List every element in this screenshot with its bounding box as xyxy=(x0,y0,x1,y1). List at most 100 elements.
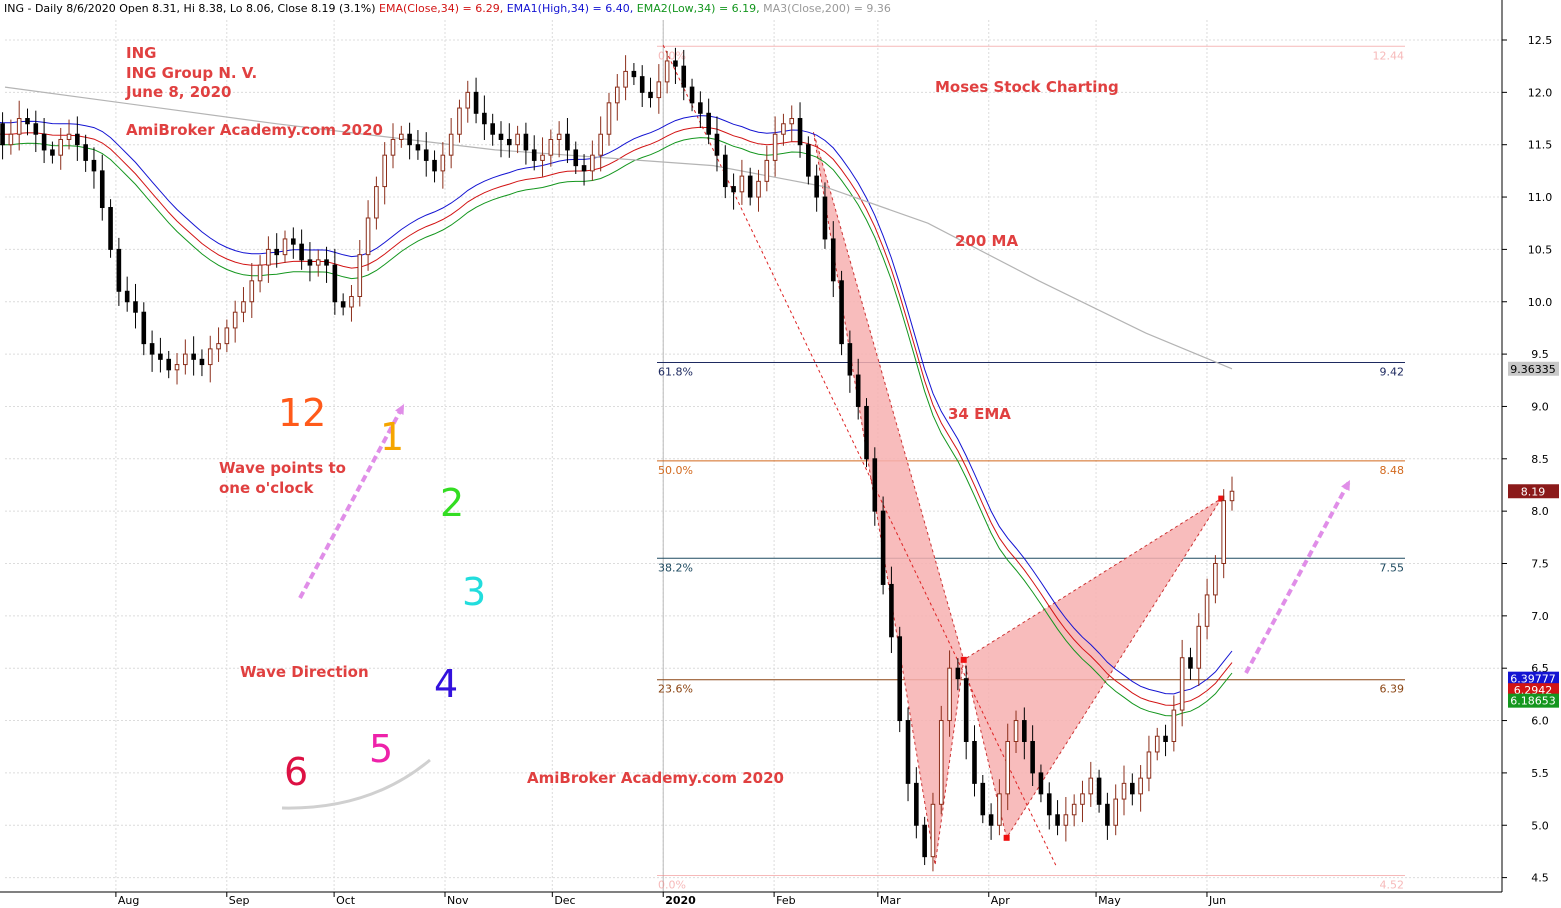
pattern-point-marker xyxy=(960,656,967,663)
candle-body xyxy=(606,102,612,135)
pattern-point-marker xyxy=(1003,834,1010,841)
candle-body xyxy=(897,636,903,722)
fib-label: 38.2% xyxy=(658,561,693,574)
candle-body xyxy=(598,133,603,156)
fib-label: 0.0% xyxy=(658,49,686,62)
candle-body xyxy=(639,76,645,93)
ticker-label: ING xyxy=(126,44,156,62)
candle-body xyxy=(1096,777,1102,805)
y-tick-label: 7.0 xyxy=(1531,610,1549,623)
price-tag-box xyxy=(1508,693,1559,708)
candle-body xyxy=(1154,735,1160,753)
price-tag-box xyxy=(1508,484,1559,499)
candle-body xyxy=(938,720,944,805)
y-tick-label: 4.5 xyxy=(1531,872,1549,885)
candle-body xyxy=(1063,814,1069,826)
y-tick-label: 11.0 xyxy=(1528,191,1553,204)
candle-body xyxy=(1013,720,1019,742)
x-tick-label: 2020 xyxy=(665,894,696,907)
candle-body xyxy=(648,91,653,99)
fib-label: 23.6% xyxy=(658,683,693,696)
y-tick-label: 12.5 xyxy=(1528,34,1553,47)
candle-body xyxy=(889,583,894,638)
header-line: ING - Daily 8/6/2020 Open 8.31, Hi 8.38,… xyxy=(4,2,891,15)
wave-direction-label: Wave Direction xyxy=(240,663,369,681)
price-tag-label: 6.18653 xyxy=(1510,695,1556,708)
wave-points-line2: one o'clock xyxy=(219,479,315,497)
candle-body xyxy=(141,311,147,345)
candle-body xyxy=(324,259,329,266)
y-tick-label: 9.0 xyxy=(1531,400,1549,413)
candle-body xyxy=(249,280,255,303)
candle-body xyxy=(33,123,39,135)
candle-body xyxy=(174,364,180,371)
candle-body xyxy=(1221,500,1226,564)
candle-body xyxy=(614,86,620,104)
clock-number-12: 12 xyxy=(278,391,326,435)
candle-body xyxy=(1088,777,1094,795)
candle-body xyxy=(722,154,728,188)
candle-body xyxy=(963,678,969,742)
x-tick-label: May xyxy=(1098,894,1121,907)
projection-arrow-head xyxy=(1341,480,1350,491)
candle-body xyxy=(556,133,562,140)
candle-body xyxy=(440,154,446,172)
wave-arrows xyxy=(298,403,1352,674)
fib-value: 12.44 xyxy=(1373,49,1405,62)
candle-body xyxy=(207,348,213,366)
candle-body xyxy=(747,175,753,198)
fib-value: 4.52 xyxy=(1380,879,1405,892)
candle-body xyxy=(498,133,504,140)
candle-body xyxy=(224,327,230,345)
candle-body xyxy=(457,107,462,135)
candle-body xyxy=(1188,657,1193,669)
candle-body xyxy=(232,311,238,329)
x-tick-label: Aug xyxy=(118,894,139,907)
candle-body xyxy=(0,123,5,146)
candle-body xyxy=(673,60,678,67)
candle-body xyxy=(789,118,795,125)
candle-body xyxy=(855,374,861,407)
candle-body xyxy=(158,353,163,360)
candle-body xyxy=(299,243,304,261)
trend-dashed-line xyxy=(662,45,1058,868)
candle-body xyxy=(241,301,246,313)
candle-body xyxy=(91,159,97,172)
y-tick-label: 5.0 xyxy=(1531,819,1549,832)
candle-body xyxy=(382,154,387,188)
candle-body xyxy=(58,138,64,156)
harmonic-pattern xyxy=(662,45,1225,868)
candle-body xyxy=(66,133,72,140)
ema34-label: 34 EMA xyxy=(948,405,1011,423)
date-label: June 8, 2020 xyxy=(125,83,231,101)
candle-body xyxy=(664,60,670,83)
x-tick-label: Nov xyxy=(447,894,469,907)
price-tag-box xyxy=(1508,671,1559,686)
candle-body xyxy=(523,133,529,151)
y-tick-label: 10.0 xyxy=(1528,296,1553,309)
candle-body xyxy=(133,301,138,313)
candle-body xyxy=(540,154,545,161)
candle-body xyxy=(1138,777,1143,795)
candle-body xyxy=(814,175,819,198)
candle-body xyxy=(706,112,711,135)
candle-body xyxy=(315,259,321,266)
y-tick-label: 6.0 xyxy=(1531,715,1549,728)
candle-body xyxy=(166,358,172,371)
fib-value: 8.48 xyxy=(1380,464,1405,477)
clock-arrow xyxy=(298,403,406,599)
candle-body xyxy=(1179,657,1185,711)
candle-body xyxy=(681,65,687,88)
candle-body xyxy=(972,740,977,784)
candle-body xyxy=(8,133,14,146)
candle-body xyxy=(465,91,471,109)
academy-bottom-label: AmiBroker Academy.com 2020 xyxy=(527,769,784,787)
clock-arrow-head xyxy=(395,404,404,415)
candle-body xyxy=(947,667,952,722)
candle-body xyxy=(16,118,22,135)
candle-body xyxy=(1030,740,1035,774)
candle-body xyxy=(274,248,280,256)
candle-body xyxy=(980,782,986,816)
